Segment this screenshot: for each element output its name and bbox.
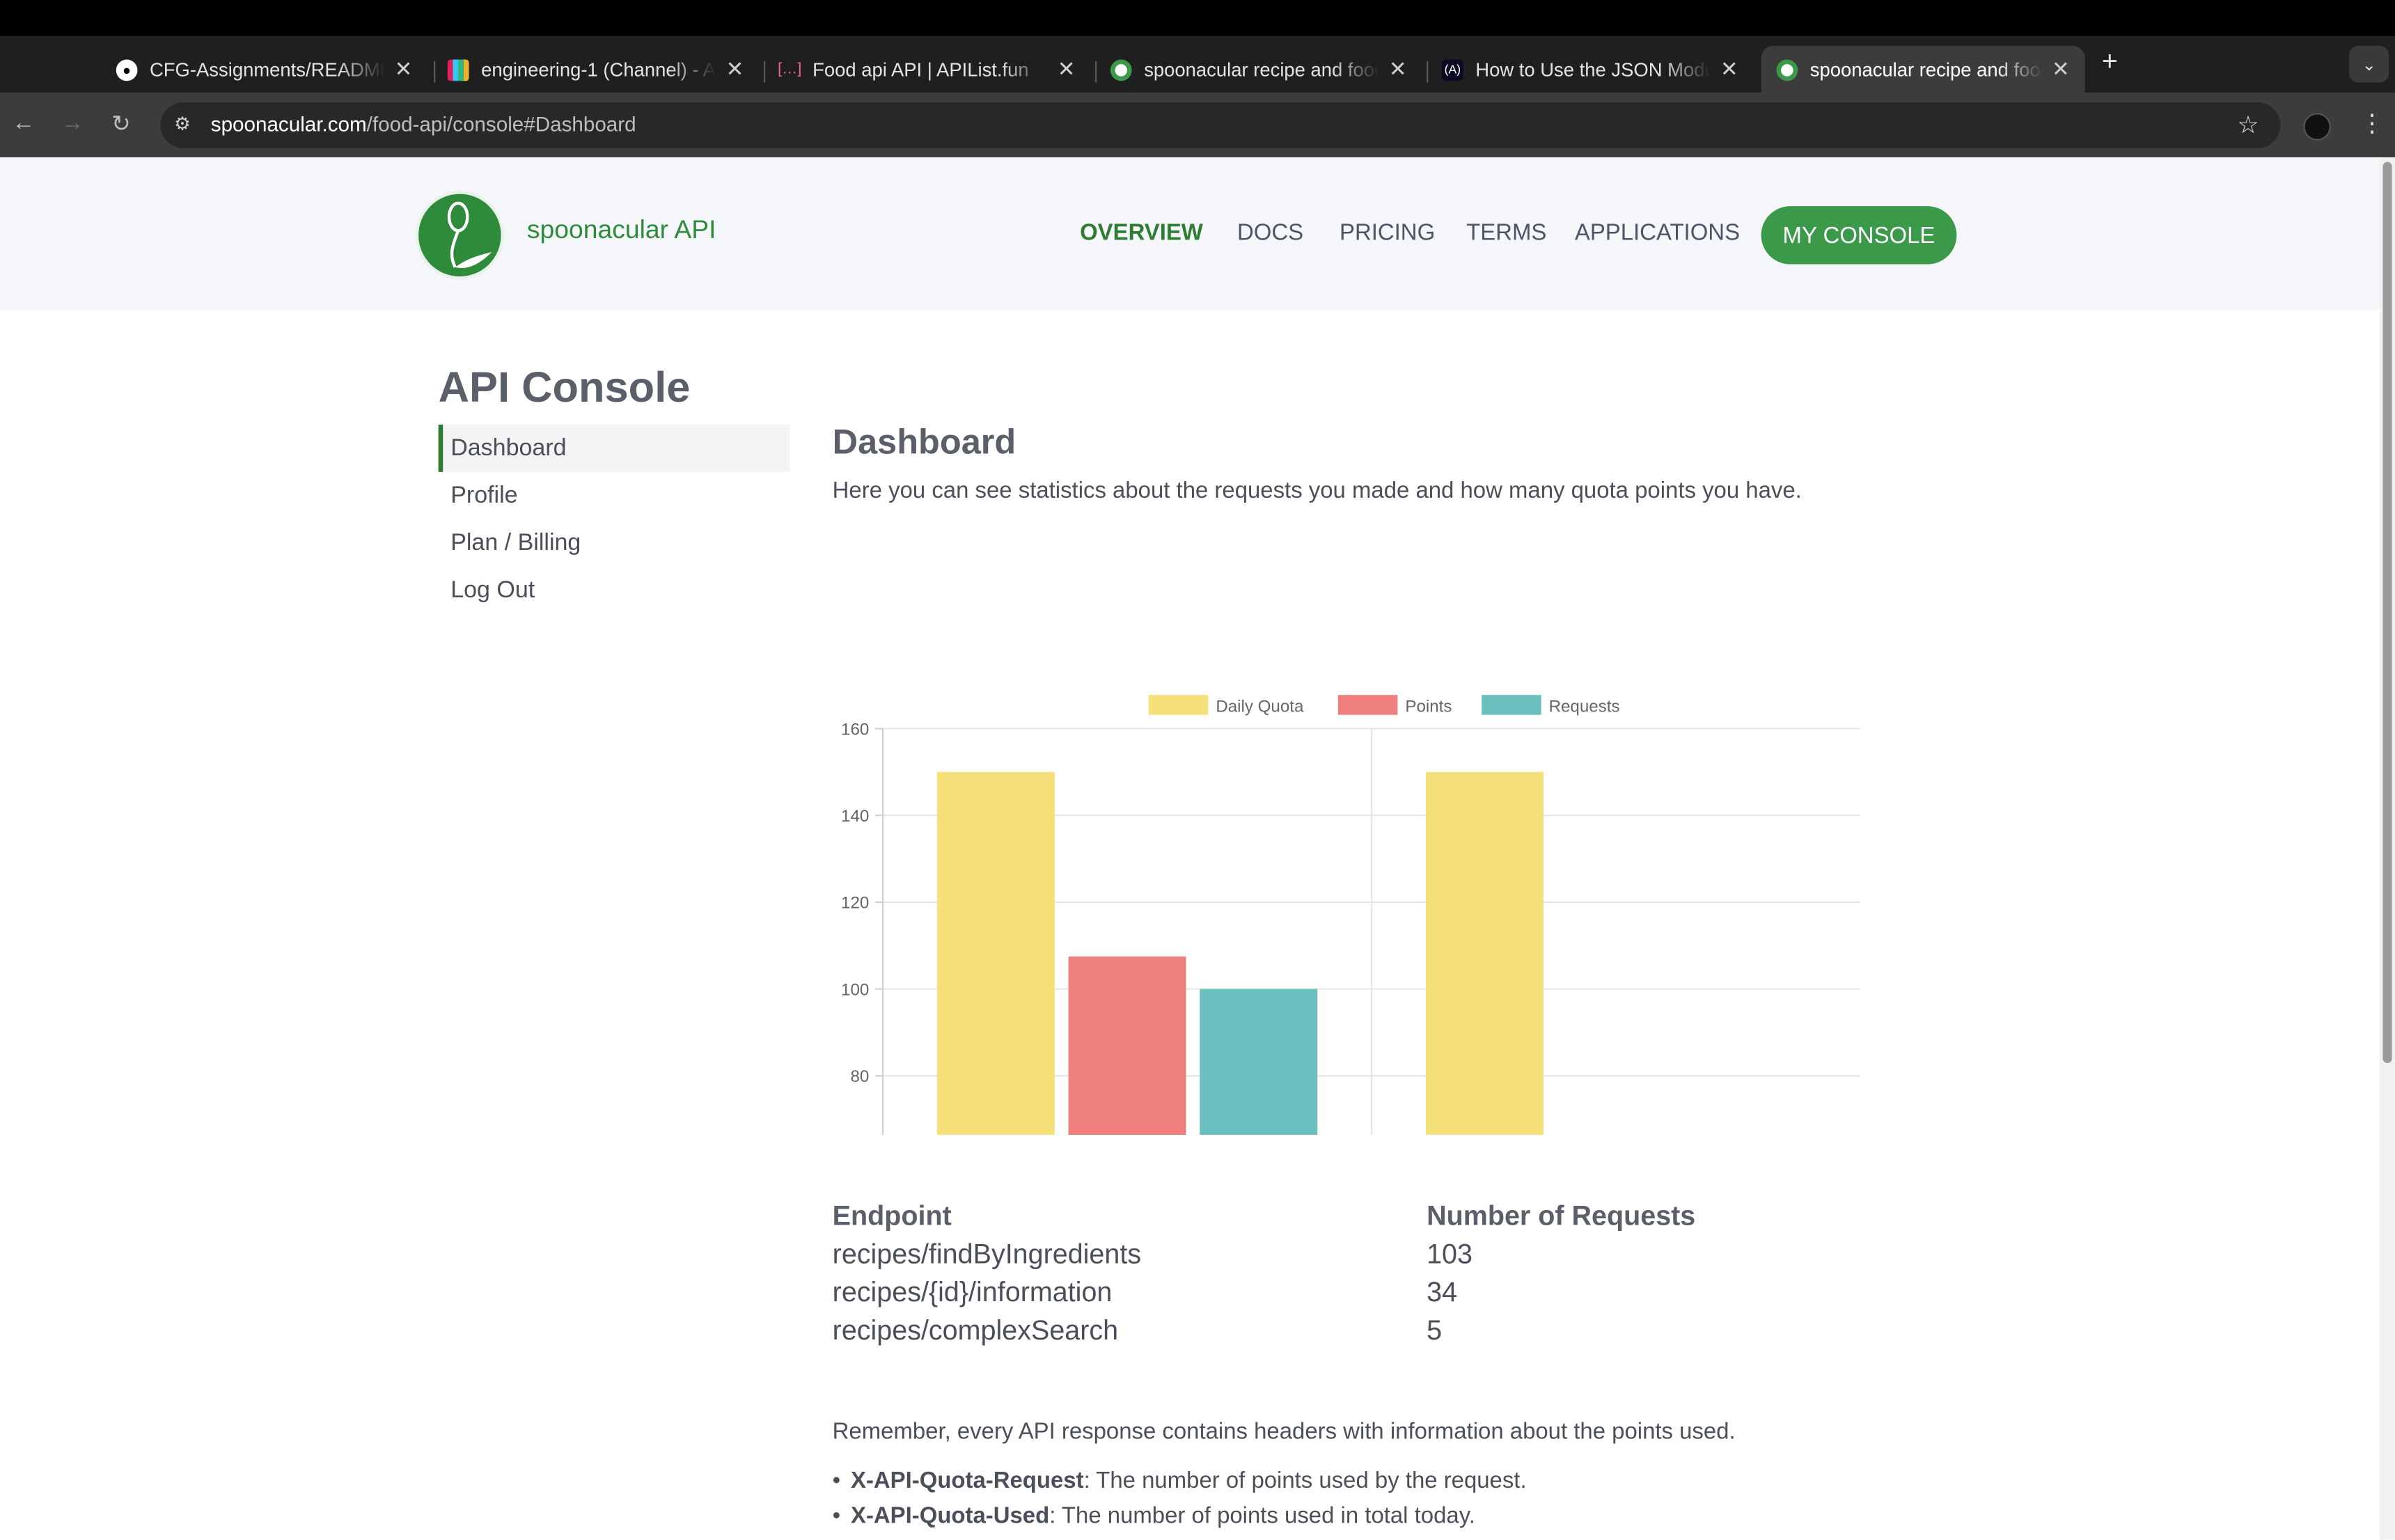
header-number-of-requests: Number of Requests [1427,1200,1696,1232]
remember-note: Remember, every API response contains he… [832,1419,1736,1445]
freecodecamp-icon: (A) [1442,58,1463,81]
address-bar[interactable]: ⚙ spoonacular.com/food-api/console#Dashb… [160,102,2281,148]
nav-overview[interactable]: OVERVIEW [1080,219,1203,246]
legend-label: Points [1405,697,1452,716]
nav-pricing[interactable]: PRICING [1340,219,1436,246]
tab-title: spoonacular recipe and food AP [1144,58,1379,81]
endpoint-cell: recipes/complexSearch [832,1314,1119,1346]
back-arrow-icon[interactable]: ← [12,109,36,136]
sidebar-item-plan-billing[interactable]: Plan / Billing [450,529,581,556]
tab-separator [1427,61,1429,83]
slack-icon [447,58,469,81]
browser-tab-1[interactable]: ● CFG-Assignments/README.m ✕ [101,46,427,93]
dashboard-description: Here you can see statistics about the re… [832,478,1802,504]
y-tick-label: 120 [841,894,869,913]
spoonacular-icon [1776,58,1798,81]
close-icon[interactable]: ✕ [1720,56,1738,81]
y-tick-label: 160 [841,720,869,739]
count-cell: 5 [1427,1314,1443,1346]
sidebar-item-profile[interactable]: Profile [450,482,518,508]
header-desc: : The number of points used in total tod… [1049,1502,1475,1530]
legend-swatch [1148,695,1209,715]
tab-search-chevron-icon[interactable]: ⌄ [2349,45,2389,83]
y-tick-label: 80 [850,1067,869,1086]
legend-swatch [1337,695,1398,715]
tab-title: spoonacular recipe and food AP [1809,58,2043,81]
new-tab-plus-icon[interactable]: + [2101,45,2118,77]
browser-tab-5[interactable]: (A) How to Use the JSON Module ✕ [1427,46,1753,93]
url-host: spoonacular.com [210,113,367,136]
github-icon: ● [116,58,138,81]
legend-label: Daily Quota [1216,697,1304,716]
nav-applications[interactable]: APPLICATIONS [1574,219,1741,246]
close-icon[interactable]: ✕ [1388,56,1407,81]
close-icon[interactable]: ✕ [725,56,744,81]
list-item: X-API-Quota-Used: The number of points u… [833,1503,1527,1538]
header-desc: : The number of points used by the reque… [1083,1468,1527,1494]
bar-points [1068,956,1186,1136]
legend-swatch [1482,695,1541,715]
api-console-title: API Console [438,363,691,411]
endpoint-cell: recipes/{id}/information [832,1277,1113,1307]
endpoint-cell: recipes/findByIngredients [832,1239,1142,1270]
scrollbar-thumb[interactable] [2382,162,2392,1063]
tab-bar: ● CFG-Assignments/README.m ✕ engineering… [0,36,2395,93]
y-tick-label: 100 [841,980,869,999]
window-top-strip [0,0,2395,37]
bar-requests [1200,989,1318,1136]
sidebar-item-dashboard[interactable]: Dashboard [438,424,790,472]
tab-title: engineering-1 (Channel) - Aut [481,58,717,81]
bar-daily-quota [936,771,1055,1136]
browser-tab-2[interactable]: engineering-1 (Channel) - Aut ✕ [432,46,759,93]
header-info-list: X-API-Quota-Request: The number of point… [833,1468,1527,1538]
header-key: X-API-Quota-Used [850,1502,1050,1530]
legend-label: Requests [1549,697,1620,716]
close-icon[interactable]: ✕ [1057,56,1076,81]
table-row: recipes/findByIngredients 103 [833,1239,1902,1275]
url-path: /food-api/console#Dashboard [366,113,636,136]
header-key: X-API-Quota-Request [850,1468,1084,1494]
header-endpoint: Endpoint [832,1200,952,1232]
dashboard-title: Dashboard [832,421,1016,462]
tab-separator [434,61,436,83]
apilist-icon: […] [778,61,802,78]
y-tick-label: 140 [841,807,869,826]
tab-separator [763,61,766,83]
brand-name[interactable]: spoonacular API [526,215,716,245]
count-cell: 103 [1427,1239,1473,1270]
forward-arrow-icon[interactable]: → [61,109,84,136]
nav-terms[interactable]: TERMS [1466,219,1547,246]
tab-title: How to Use the JSON Module [1475,58,1711,81]
spoonacular-logo[interactable] [415,191,504,280]
bar-daily-quota [1425,771,1544,1136]
page-content: spoonacular API OVERVIEW DOCS PRICING TE… [0,157,2380,1540]
sidebar-item-log-out[interactable]: Log Out [450,576,535,603]
tab-title: CFG-Assignments/README.m [150,58,385,81]
url-text[interactable]: spoonacular.com/food-api/console#Dashboa… [211,113,636,136]
site-header: spoonacular API OVERVIEW DOCS PRICING TE… [0,157,2380,311]
browser-tab-3[interactable]: […] Food api API | APIList.fun ✕ [764,46,1090,93]
browser-tab-6-active[interactable]: spoonacular recipe and food AP ✕ [1761,45,2085,93]
spoonacular-icon [1110,58,1132,81]
close-icon[interactable]: ✕ [2051,56,2070,81]
table-row: recipes/{id}/information 34 [833,1277,1902,1314]
usage-bar-chart: 1601401201008060402024-09-142024-09-15Da… [841,695,1861,1136]
table-row: recipes/complexSearch 5 [833,1315,1902,1352]
table-header-row: Endpoint Number of Requests [833,1200,1902,1237]
close-icon[interactable]: ✕ [394,56,413,81]
list-item: X-API-Quota-Request: The number of point… [833,1468,1527,1502]
nav-docs[interactable]: DOCS [1237,219,1304,246]
browser-tab-4[interactable]: spoonacular recipe and food AP ✕ [1095,46,1422,93]
tab-separator [1095,61,1097,83]
profile-avatar[interactable] [2303,113,2331,141]
bookmark-star-icon[interactable]: ☆ [2237,113,2259,139]
page-scrollbar[interactable] [2380,157,2395,1540]
count-cell: 34 [1427,1277,1458,1307]
reload-icon[interactable]: ↻ [111,111,131,138]
browser-toolbar: ← → ↻ ⚙ spoonacular.com/food-api/console… [0,93,2395,157]
tab-title: Food api API | APIList.fun [812,58,1029,81]
my-console-button[interactable]: MY CONSOLE [1761,206,1957,265]
browser-menu-icon[interactable]: ⋮ [2359,111,2385,138]
site-settings-icon[interactable]: ⚙ [174,113,191,135]
